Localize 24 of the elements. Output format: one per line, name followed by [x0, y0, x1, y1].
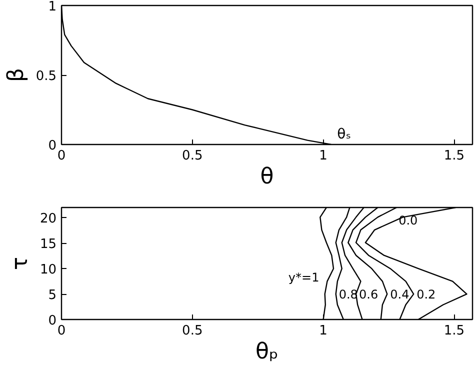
y-tick-label: 10 [40, 262, 57, 278]
y-tick-label: 0 [48, 314, 57, 328]
y-tick-label: 15 [40, 237, 57, 252]
x-tick-label: 1 [319, 148, 328, 164]
y-tick-label: 20 [40, 212, 57, 227]
y-tick-label: 5 [48, 288, 57, 304]
x-tick-label: 1 [319, 324, 328, 338]
y-tick-label: 1 [48, 0, 57, 14]
x-axis-title: θ [260, 164, 274, 190]
series-label: 0.2 [416, 288, 436, 302]
y-tick-label: 0 [48, 138, 57, 154]
series-label: y*=1 [288, 270, 320, 284]
x-axis-title: θₚ [256, 340, 278, 364]
y-axis-title: τ [8, 256, 33, 270]
x-tick-label: 0.5 [182, 148, 203, 164]
series-label: 0.4 [390, 288, 410, 302]
x-tick-label: 1.5 [444, 324, 465, 338]
series-label: 0.0 [398, 213, 418, 228]
x-tick-label: 1.5 [444, 148, 465, 164]
annotation: θₛ [337, 126, 351, 142]
x-tick-label: 0.5 [182, 324, 203, 338]
series-label: 0.6 [359, 288, 378, 302]
y-axis-title: β [4, 68, 29, 82]
y-tick-label: 0.5 [36, 69, 57, 84]
